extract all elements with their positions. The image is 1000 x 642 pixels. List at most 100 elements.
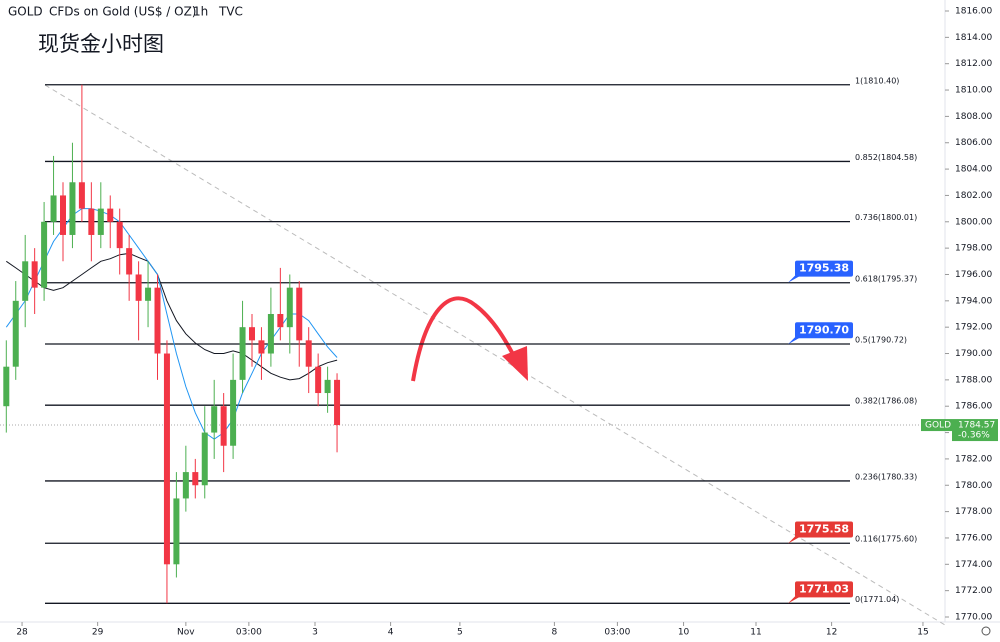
candle-body: [3, 366, 10, 407]
x-tick-label: 4: [388, 628, 394, 638]
y-tick-label: 1780.00: [955, 481, 992, 491]
candle-body: [201, 432, 208, 486]
y-tick-label: 1810.00: [955, 86, 992, 96]
candle-body: [22, 261, 29, 301]
candle-body: [220, 406, 227, 446]
callout: [795, 260, 853, 277]
fib-label: 0.382(1786.08): [855, 397, 917, 406]
source: TVC: [218, 5, 243, 19]
header: GOLD CFDs on Gold (US$ / OZ) 1h TVC: [8, 5, 243, 19]
y-tick-label: 1816.00: [955, 7, 992, 17]
candle-body: [107, 208, 114, 222]
y-tick-label: 1778.00: [955, 507, 992, 517]
x-tick-label: 03:00: [236, 628, 262, 638]
y-tick-label: 1800.00: [955, 217, 992, 227]
fib-label: 0.852(1804.58): [855, 153, 917, 162]
candle-body: [182, 472, 189, 499]
y-tick-label: 1794.00: [955, 296, 992, 306]
x-tick-label: 03:00: [604, 628, 630, 638]
candle-body: [192, 472, 199, 486]
candle-body: [135, 274, 142, 301]
y-tick-label: 1802.00: [955, 191, 992, 201]
x-tick-label: Nov: [177, 628, 195, 638]
candle-body: [145, 287, 152, 301]
candle-body: [277, 314, 284, 328]
y-tick-label: 1786.00: [955, 402, 992, 412]
fib-label: 1(1810.40): [855, 76, 899, 85]
fib-label: 0.618(1795.37): [855, 274, 917, 283]
callout-label: 1775.58: [799, 522, 849, 535]
candle-body: [286, 287, 293, 328]
candle-body: [211, 406, 218, 433]
candle-body: [78, 182, 85, 209]
x-tick-label: 12: [826, 628, 837, 638]
callout: [795, 581, 853, 598]
y-tick-label: 1804.00: [955, 165, 992, 175]
candle-body: [173, 498, 180, 565]
x-tick-label: 10: [678, 628, 690, 638]
y-tick-label: 1776.00: [955, 533, 992, 543]
y-tick-label: 1798.00: [955, 244, 992, 254]
last-change: -0.36%: [958, 431, 990, 441]
callout-label: 1771.03: [799, 582, 849, 595]
trend-line: [44, 84, 946, 626]
last-price-tag: [921, 419, 952, 432]
candle-body: [239, 327, 246, 380]
fib-label: 0.736(1800.01): [855, 213, 917, 222]
candle-body: [69, 182, 76, 235]
chart-title: 现货金小时图: [38, 32, 164, 56]
candle-body: [230, 379, 237, 446]
y-tick-label: 1774.00: [955, 560, 992, 570]
callout-label: 1795.38: [799, 262, 849, 275]
x-tick-label: 29: [92, 628, 104, 638]
candle-body: [249, 327, 255, 341]
candle-body: [258, 340, 265, 354]
y-tick-label: 1772.00: [955, 586, 992, 596]
last-price: 1784.57: [958, 421, 995, 431]
fib-label: 0(1771.04): [855, 595, 899, 604]
y-tick-label: 1808.00: [955, 112, 992, 122]
candle-body: [334, 379, 341, 426]
candle-body: [12, 300, 19, 367]
candle-body: [126, 248, 133, 275]
y-tick-label: 1796.00: [955, 270, 992, 280]
symbol: GOLD: [8, 5, 43, 19]
y-tick-label: 1788.00: [955, 375, 992, 385]
candle-body: [163, 353, 170, 565]
candle-body: [305, 340, 312, 367]
fib-label: 0.236(1780.33): [855, 472, 917, 481]
y-tick-label: 1792.00: [955, 323, 992, 333]
candle-body: [324, 379, 331, 394]
x-tick-label: 3: [312, 628, 318, 638]
callout: [795, 521, 853, 538]
candle-body: [50, 195, 57, 222]
last-price-box: [952, 419, 998, 442]
last-symbol: GOLD: [925, 421, 951, 431]
y-tick-label: 1806.00: [955, 138, 992, 148]
forecast-arrow: [411, 296, 517, 382]
instrument: CFDs on Gold (US$ / OZ): [49, 5, 197, 19]
y-tick-label: 1814.00: [955, 33, 992, 43]
y-tick-label: 1812.00: [955, 59, 992, 69]
interval: 1h: [193, 5, 208, 19]
candle-body: [267, 314, 274, 354]
candle-body: [296, 287, 303, 341]
y-tick-label: 1790.00: [955, 349, 992, 359]
candle-body: [60, 195, 66, 235]
candle-body: [154, 287, 161, 354]
callout: [795, 322, 853, 339]
y-tick-label: 1782.00: [955, 454, 992, 464]
settings-icon[interactable]: [981, 626, 991, 636]
candle-body: [315, 366, 322, 394]
candle-body: [116, 221, 123, 249]
y-tick-label: 1770.00: [955, 613, 992, 623]
callout-label: 1790.70: [799, 323, 849, 336]
moving-average: [6, 252, 338, 381]
forecast-arrow-head: [502, 346, 528, 381]
fib-label: 0.116(1775.60): [855, 535, 917, 544]
fib-label: 0.5(1790.72): [855, 336, 907, 345]
candle-body: [88, 208, 95, 235]
x-tick-label: 8: [552, 628, 558, 638]
